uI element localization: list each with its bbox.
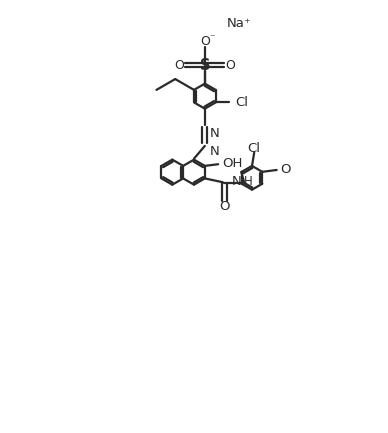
Text: H: H bbox=[244, 175, 253, 188]
Text: ⁻: ⁻ bbox=[209, 33, 215, 43]
Text: N: N bbox=[210, 145, 220, 158]
Text: O: O bbox=[281, 163, 291, 176]
Text: N: N bbox=[210, 127, 220, 140]
Text: Cl: Cl bbox=[248, 142, 261, 155]
Text: O: O bbox=[225, 59, 235, 72]
Text: OH: OH bbox=[222, 157, 242, 170]
Text: O: O bbox=[175, 59, 184, 72]
Text: S: S bbox=[199, 58, 210, 73]
Text: Cl: Cl bbox=[235, 96, 248, 109]
Text: N: N bbox=[232, 175, 242, 188]
Text: Na⁺: Na⁺ bbox=[227, 17, 252, 30]
Text: O: O bbox=[200, 36, 210, 48]
Text: O: O bbox=[219, 200, 230, 213]
